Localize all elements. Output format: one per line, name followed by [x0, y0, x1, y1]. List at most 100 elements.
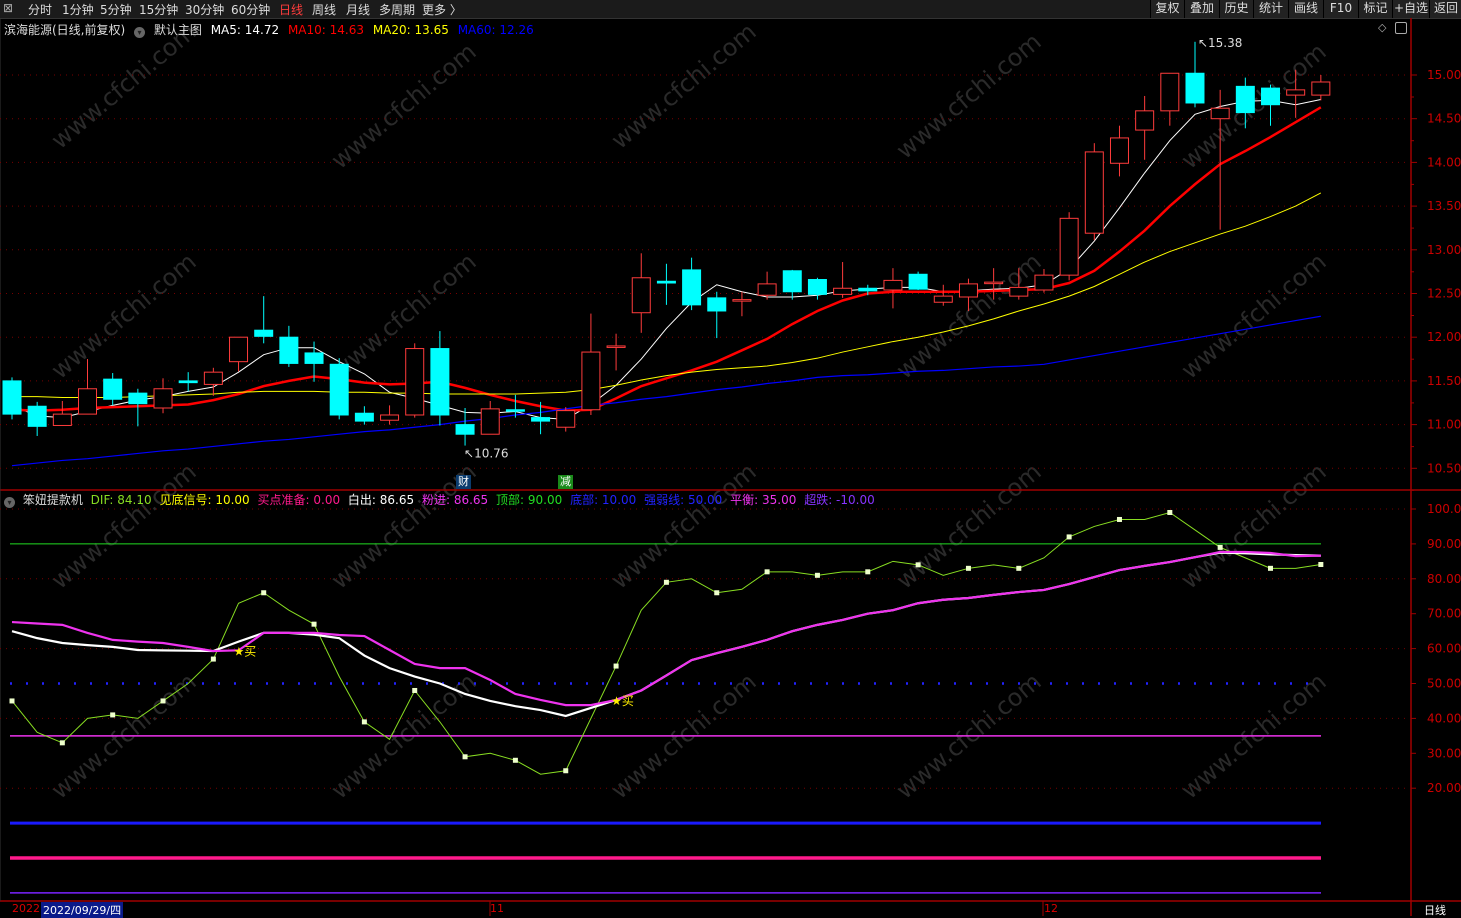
period-tab-5min[interactable]: 5分钟 — [100, 3, 132, 17]
candle-body — [1160, 72, 1180, 112]
dif-marker — [965, 565, 971, 571]
candle-body — [128, 392, 148, 405]
strength-value: 强弱线: 50.00 — [644, 493, 723, 507]
candle — [27, 401, 47, 436]
candle-body — [531, 417, 551, 422]
indicator-tick-label: 20.00 — [1427, 781, 1461, 795]
watermark-text: www.cfchi.com — [326, 37, 482, 174]
candle — [430, 331, 450, 426]
candle-body — [732, 299, 752, 302]
candle — [52, 401, 72, 426]
indicator-name[interactable]: 笨妞提款机 — [22, 493, 83, 507]
reduction-event-badge[interactable]: 减 — [558, 475, 573, 489]
candle — [480, 401, 500, 435]
date-axis: 2022 2022/09/29/四 11 12 日线 — [0, 901, 1461, 918]
period-tab-multi[interactable]: 多周期 — [379, 3, 416, 17]
period-tab-more[interactable]: 更多 〉 — [422, 3, 462, 17]
dif-marker — [110, 712, 116, 718]
period-tab-1min[interactable]: 1分钟 — [62, 3, 94, 17]
candle — [631, 253, 651, 333]
period-tab-daily[interactable]: 日线 — [279, 3, 304, 17]
dif-marker — [1116, 516, 1122, 522]
candle — [254, 296, 274, 344]
history-button[interactable]: 历史 — [1219, 0, 1253, 18]
pink-in-value: 粉进: 86.65 — [421, 493, 489, 507]
candle — [984, 268, 1004, 300]
candle-body — [354, 412, 374, 422]
dropdown-icon[interactable]: ▾ — [134, 27, 146, 38]
dif-marker — [1318, 561, 1324, 567]
candle-body — [833, 287, 853, 295]
period-tab-15min[interactable]: 15分钟 — [139, 3, 179, 17]
candle-body — [78, 388, 98, 415]
top-value: 顶部: 90.00 — [496, 493, 563, 507]
candle-body — [1135, 110, 1155, 131]
period-tab-monthly[interactable]: 月线 — [346, 3, 371, 17]
dif-value: DIF: 84.10 — [90, 493, 152, 507]
period-tab-weekly[interactable]: 周线 — [312, 3, 337, 17]
f10-button[interactable]: F10 — [1323, 0, 1358, 18]
candle-body — [1210, 107, 1230, 120]
statistics-button[interactable]: 统计 — [1253, 0, 1288, 18]
indicator-tick-label: 90.00 — [1427, 537, 1461, 551]
dif-marker — [1217, 544, 1223, 550]
candle-body — [455, 424, 475, 435]
watermark-text: www.cfchi.com — [606, 457, 762, 594]
month-label-11: 11 — [490, 902, 504, 915]
dif-marker — [9, 698, 15, 704]
candle — [1210, 89, 1230, 230]
candle-body — [27, 405, 47, 427]
candle-body — [858, 287, 878, 292]
draw-line-button[interactable]: 画线 — [1288, 0, 1323, 18]
candle-body — [2, 380, 22, 415]
diamond-icon[interactable]: ◇ — [1378, 21, 1387, 34]
back-button[interactable]: 返回 — [1429, 0, 1461, 18]
finance-event-badge[interactable]: 财 — [456, 475, 471, 489]
template-selector[interactable]: 默认主图 — [153, 23, 202, 37]
candle — [103, 373, 123, 406]
candle — [833, 262, 853, 298]
candle-body — [883, 279, 903, 291]
dif-marker — [563, 768, 569, 774]
dif-marker — [59, 740, 65, 746]
candle-body — [178, 380, 198, 384]
candle — [380, 405, 400, 425]
indicator-tick-label: 80.00 — [1427, 572, 1461, 586]
candle — [732, 291, 752, 317]
mark-button[interactable]: 标记 — [1358, 0, 1392, 18]
period-tab-60min[interactable]: 60分钟 — [231, 3, 271, 17]
dif-marker — [1066, 534, 1072, 540]
candle-body — [631, 277, 651, 314]
candle — [153, 378, 173, 414]
candle — [531, 401, 551, 435]
candle — [1059, 212, 1079, 281]
period-tab-30min[interactable]: 30分钟 — [185, 3, 225, 17]
oversold-value: 超跌: -10.00 — [804, 493, 875, 507]
ma60-value: MA60: 12.26 — [457, 23, 534, 37]
dif-marker — [261, 590, 267, 596]
overlay-button[interactable]: 叠加 — [1184, 0, 1219, 18]
restore-rights-button[interactable]: 复权 — [1150, 0, 1184, 18]
dif-marker — [613, 663, 619, 669]
candle — [405, 343, 425, 418]
candle — [1109, 125, 1129, 177]
dif-marker — [311, 621, 317, 627]
dif-marker — [663, 579, 669, 585]
main-chart-legend: 滨海能源(日线,前复权) ▾ 默认主图 MA5: 14.72 MA10: 14.… — [4, 21, 539, 38]
ma20-value: MA20: 13.65 — [372, 23, 449, 37]
watermark-text: www.cfchi.com — [46, 247, 202, 384]
add-watchlist-button[interactable]: +自选 — [1392, 0, 1429, 18]
candle — [1311, 75, 1331, 101]
candle-body — [1261, 87, 1280, 106]
candle-body — [430, 348, 450, 416]
candle — [1261, 84, 1280, 126]
stock-title: 滨海能源(日线,前复权) — [4, 23, 126, 37]
dropdown-icon[interactable]: ▾ — [4, 497, 15, 508]
dif-marker — [865, 569, 871, 575]
signal-value: 见底信号: 10.00 — [159, 493, 250, 507]
layout-toggle-icon[interactable]: ⊠ — [3, 1, 14, 15]
candle-body — [1286, 89, 1306, 96]
panel-toggle-icon[interactable] — [1395, 22, 1407, 34]
period-tab-fenshi[interactable]: 分时 — [28, 3, 53, 17]
